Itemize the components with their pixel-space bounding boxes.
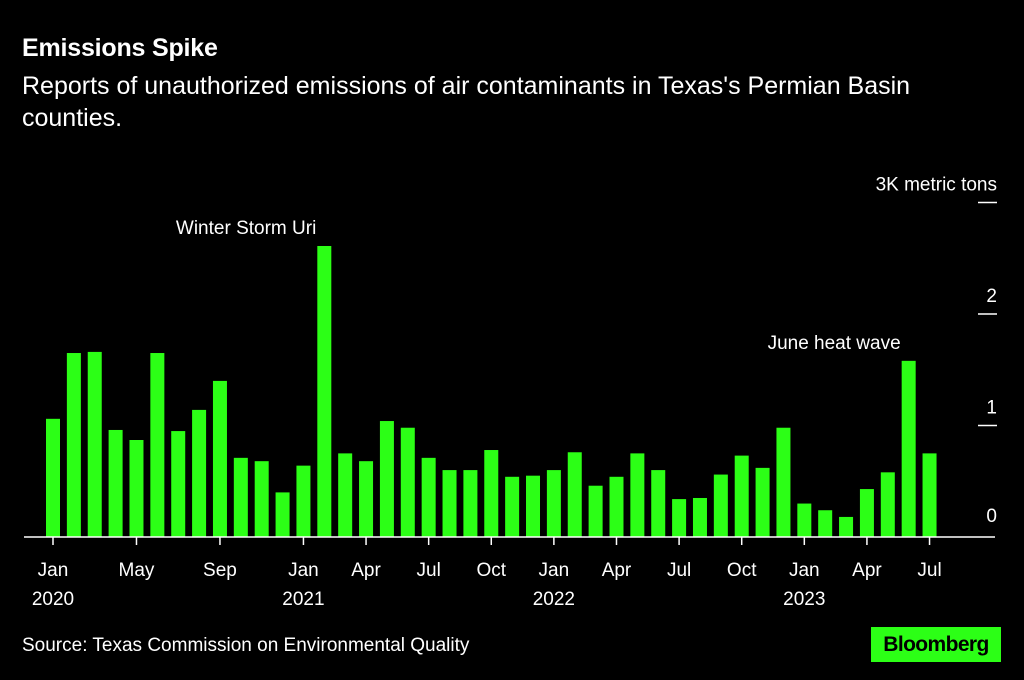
- bar-jul-2021: [421, 457, 436, 537]
- bar-jun-2020: [150, 353, 165, 537]
- bar-jul-2022: [672, 499, 687, 537]
- x-tick-label: Jan: [288, 560, 319, 581]
- x-tick-label: May: [119, 560, 155, 581]
- annotation-label: Winter Storm Uri: [176, 218, 316, 239]
- x-tick-label: Jul: [417, 560, 441, 581]
- bar-jun-2021: [400, 427, 415, 537]
- x-tick-label: Apr: [852, 560, 882, 581]
- bar-feb-2023: [818, 510, 833, 537]
- x-tick-label: Oct: [476, 560, 506, 581]
- y-tick-label: 0: [986, 506, 997, 527]
- source-note: Source: Texas Commission on Environmenta…: [22, 635, 470, 656]
- bar-jun-2022: [651, 470, 666, 537]
- x-tick-label: Jan: [539, 560, 570, 581]
- bar-mar-2021: [338, 453, 353, 538]
- bar-mar-2020: [87, 351, 102, 537]
- bar-aug-2020: [192, 409, 207, 537]
- chart-subtitle: Reports of unauthorized emissions of air…: [22, 72, 911, 132]
- y-tick-label: 1: [986, 398, 997, 419]
- bar-jan-2022: [546, 470, 561, 537]
- bar-sep-2020: [212, 380, 227, 537]
- annotations: Winter Storm Uri June heat wave: [176, 218, 901, 354]
- bar-apr-2022: [609, 476, 624, 537]
- bar-dec-2020: [275, 492, 290, 537]
- annotation-label: June heat wave: [768, 333, 901, 354]
- bar-aug-2021: [442, 470, 457, 537]
- x-year-label: 2021: [282, 589, 324, 610]
- bars-group: [46, 245, 937, 538]
- x-tick-label: Jan: [789, 560, 820, 581]
- bloomberg-logo: Bloomberg: [871, 627, 1001, 662]
- bar-feb-2022: [567, 452, 582, 537]
- bar-apr-2021: [359, 461, 374, 537]
- x-year-label: 2023: [783, 589, 825, 610]
- x-tick-label: Jan: [38, 560, 69, 581]
- bar-oct-2022: [734, 455, 749, 537]
- y-axis: 0 1 2 3K metric tons: [876, 175, 997, 527]
- bar-feb-2020: [66, 353, 81, 537]
- bar-dec-2021: [526, 475, 541, 538]
- bar-may-2021: [379, 421, 394, 537]
- x-tick-label: Jul: [667, 560, 691, 581]
- bar-sep-2022: [713, 474, 728, 537]
- bar-jan-2020: [46, 418, 60, 537]
- bar-mar-2023: [839, 516, 854, 537]
- bar-may-2020: [129, 440, 144, 537]
- bar-jan-2023: [797, 503, 812, 537]
- x-tick-label: Apr: [351, 560, 381, 581]
- bar-oct-2020: [233, 457, 248, 537]
- bar-sep-2021: [463, 470, 478, 537]
- bar-aug-2022: [692, 497, 707, 537]
- bar-jul-2020: [171, 431, 186, 537]
- x-tick-label: Apr: [602, 560, 632, 581]
- bar-nov-2022: [755, 467, 770, 537]
- x-year-label: 2022: [533, 589, 575, 610]
- bar-may-2022: [630, 453, 645, 538]
- bar-jul-2023: [922, 453, 937, 538]
- x-year-label: 2020: [32, 589, 74, 610]
- bar-apr-2020: [108, 429, 123, 537]
- bar-may-2023: [880, 472, 895, 537]
- bar-nov-2021: [505, 476, 520, 537]
- bar-feb-2021: [317, 245, 332, 538]
- x-tick-label: Oct: [727, 560, 757, 581]
- y-tick-label: 2: [986, 286, 997, 307]
- bar-jan-2021: [296, 465, 311, 537]
- y-tick-label: 3K metric tons: [876, 175, 997, 196]
- x-axis: Jan 2020 May Sep Jan 2021 Apr Jul Oct Jan 2022 Apr J…: [32, 537, 942, 610]
- bar-dec-2022: [776, 427, 791, 537]
- bar-oct-2021: [484, 450, 499, 537]
- bar-apr-2023: [859, 489, 874, 538]
- bar-jun-2023: [901, 360, 916, 537]
- chart-title: Emissions Spike: [22, 34, 218, 62]
- bar-mar-2022: [588, 485, 603, 537]
- x-tick-label: Sep: [203, 560, 237, 581]
- bar-nov-2020: [254, 461, 269, 537]
- x-tick-label: Jul: [917, 560, 941, 581]
